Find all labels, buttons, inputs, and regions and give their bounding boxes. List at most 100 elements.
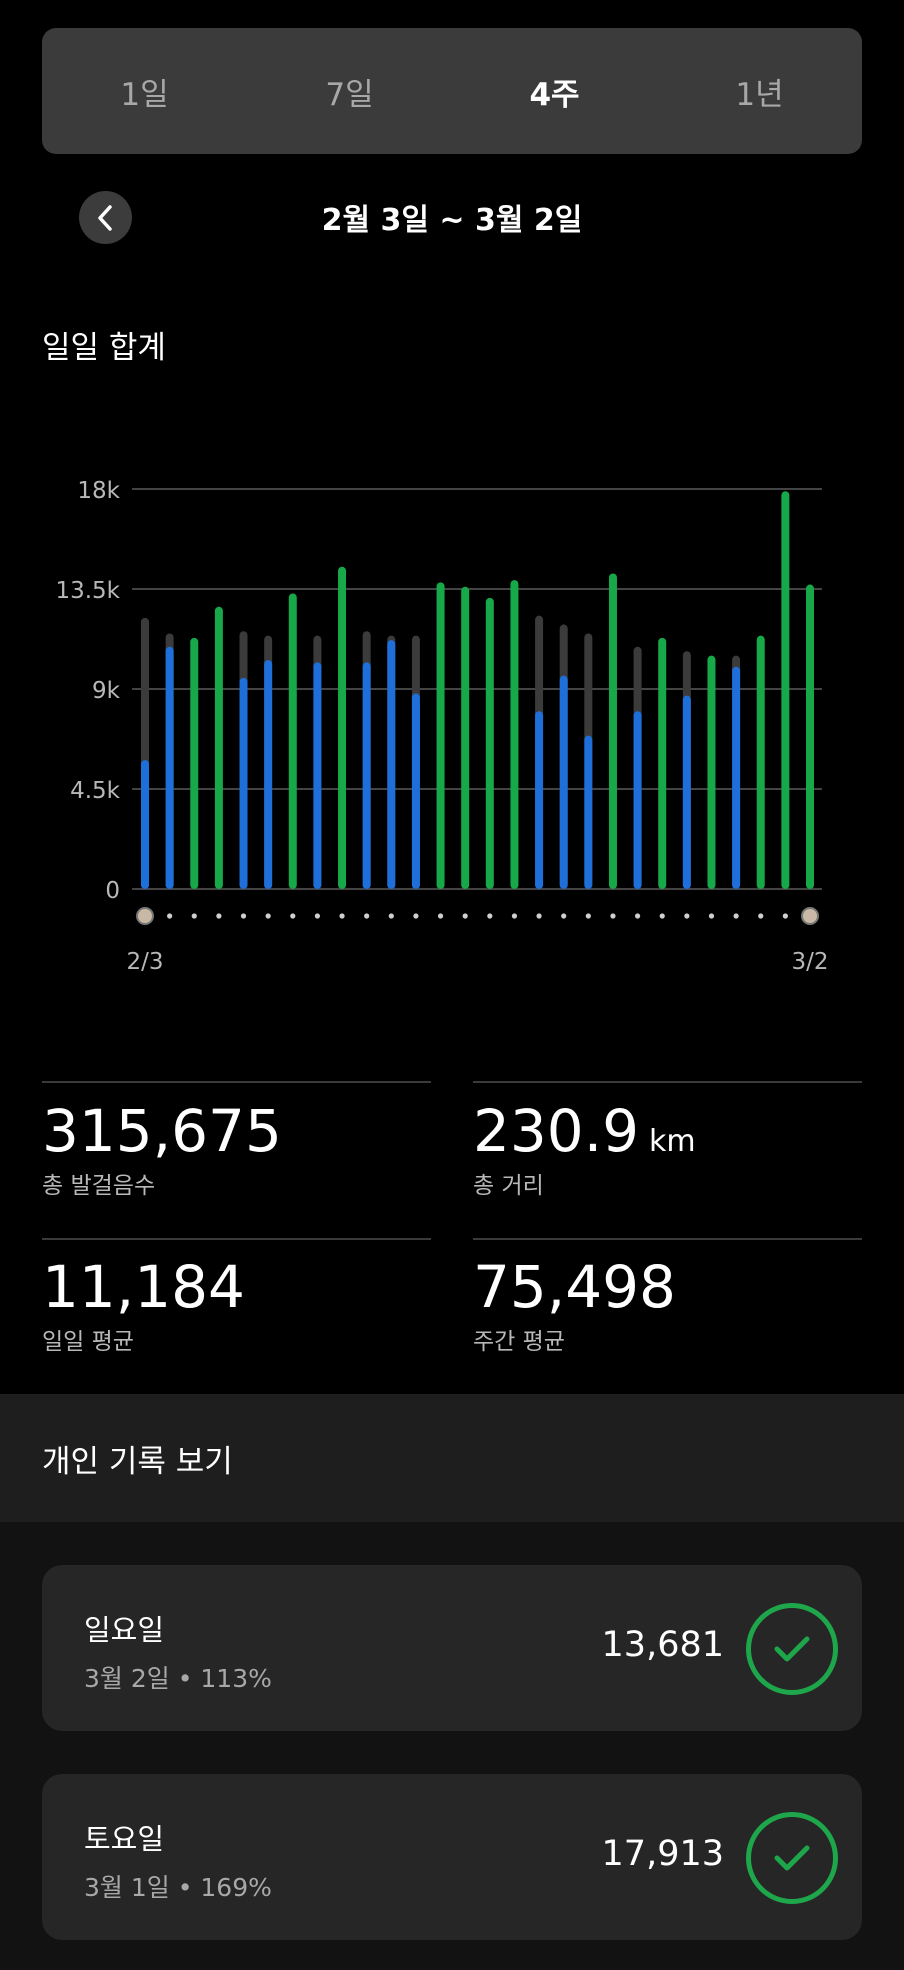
total-distance-label: 총 거리 bbox=[473, 1173, 544, 1199]
divider bbox=[42, 1081, 431, 1083]
x-dot bbox=[659, 913, 665, 919]
x-endpoint-marker bbox=[801, 907, 819, 925]
record-date-percent: 3월 2일 • 113% bbox=[84, 1664, 272, 1693]
divider bbox=[473, 1238, 862, 1240]
y-tick-label: 18k bbox=[77, 478, 120, 504]
checkmark-icon bbox=[774, 1845, 810, 1871]
x-dot bbox=[364, 913, 370, 919]
steps-bar bbox=[461, 586, 470, 889]
steps-bar bbox=[387, 640, 396, 889]
steps-bar bbox=[313, 662, 322, 889]
section-title: 일일 합계 bbox=[42, 330, 166, 366]
x-dot bbox=[191, 913, 197, 919]
steps-bar bbox=[633, 711, 642, 889]
divider bbox=[473, 1081, 862, 1083]
x-dot bbox=[290, 913, 296, 919]
steps-bar bbox=[264, 660, 273, 889]
x-dot bbox=[585, 913, 591, 919]
x-dot bbox=[167, 913, 173, 919]
chevron-left-icon bbox=[97, 204, 112, 231]
steps-bar bbox=[214, 606, 223, 889]
x-dot bbox=[462, 913, 468, 919]
steps-chart: 18k 13.5k 9k 4.5k 0 2/3 3/2 bbox=[55, 478, 828, 975]
back-button[interactable] bbox=[79, 191, 132, 244]
x-dot bbox=[708, 913, 715, 919]
steps-bar bbox=[584, 735, 593, 889]
checkmark-icon bbox=[774, 1636, 810, 1662]
steps-bar bbox=[559, 675, 568, 889]
y-tick-label: 4.5k bbox=[70, 778, 121, 804]
x-dot bbox=[339, 913, 345, 919]
weekly-average-label: 주간 평균 bbox=[473, 1329, 565, 1355]
records-header[interactable]: 개인 기록 보기 bbox=[0, 1394, 904, 1522]
x-dot bbox=[536, 913, 542, 919]
distance-unit: km bbox=[649, 1124, 696, 1159]
daily-average-label: 일일 평균 bbox=[42, 1329, 134, 1355]
steps-bar bbox=[608, 573, 617, 889]
x-dot bbox=[388, 913, 394, 919]
record-steps: 17,913 bbox=[601, 1834, 724, 1874]
record-card[interactable]: 토요일 3월 1일 • 169% 17,913 bbox=[42, 1774, 862, 1940]
records-title: 개인 기록 보기 bbox=[42, 1444, 233, 1480]
steps-bar bbox=[781, 491, 790, 889]
record-day: 토요일 bbox=[84, 1822, 165, 1856]
steps-bar bbox=[707, 655, 716, 889]
steps-bar bbox=[141, 760, 149, 889]
y-tick-label: 0 bbox=[105, 878, 120, 904]
x-dot bbox=[634, 913, 641, 919]
x-dot bbox=[511, 913, 518, 919]
x-dot bbox=[413, 913, 419, 919]
steps-bar bbox=[362, 662, 371, 889]
x-end-label: 3/2 bbox=[791, 949, 828, 975]
steps-bar bbox=[732, 666, 741, 889]
steps-bar bbox=[485, 597, 494, 889]
steps-bar bbox=[756, 635, 765, 889]
record-day: 일요일 bbox=[84, 1613, 165, 1647]
steps-bar bbox=[682, 695, 691, 889]
steps-bar bbox=[658, 637, 667, 889]
x-dot bbox=[437, 913, 444, 919]
divider bbox=[42, 1238, 431, 1240]
x-endpoint-marker bbox=[136, 907, 154, 925]
steps-bar bbox=[239, 677, 248, 889]
steps-bar bbox=[806, 584, 814, 889]
x-dot bbox=[758, 913, 764, 919]
x-dot bbox=[684, 913, 690, 919]
tab-1-day[interactable]: 1일 bbox=[120, 76, 169, 113]
steps-bar bbox=[190, 637, 199, 889]
steps-bar bbox=[165, 646, 174, 889]
records-panel: 개인 기록 보기 일요일 3월 2일 • 113% 13,681 토요일 3월 … bbox=[0, 1394, 904, 1970]
x-start-label: 2/3 bbox=[126, 949, 163, 975]
tab-4-weeks[interactable]: 4주 bbox=[529, 76, 580, 113]
steps-bar bbox=[338, 566, 347, 889]
period-tabs: 1일 7일 4주 1년 bbox=[42, 28, 862, 154]
x-dot bbox=[314, 913, 321, 919]
total-steps-value: 315,675 bbox=[42, 1097, 282, 1165]
steps-bar bbox=[288, 593, 297, 889]
steps-bar bbox=[411, 693, 420, 889]
x-dot bbox=[265, 913, 271, 919]
date-range: 2월 3일 ~ 3월 2일 bbox=[321, 203, 583, 238]
record-date-percent: 3월 1일 • 169% bbox=[84, 1873, 272, 1902]
record-steps: 13,681 bbox=[601, 1625, 724, 1665]
goal-check bbox=[746, 1812, 838, 1904]
steps-bar bbox=[436, 582, 445, 889]
goal-check bbox=[746, 1603, 838, 1695]
x-dot bbox=[561, 913, 567, 919]
x-dot bbox=[610, 913, 616, 919]
daily-average-value: 11,184 bbox=[42, 1253, 245, 1321]
total-steps-label: 총 발걸음수 bbox=[42, 1173, 156, 1199]
total-distance-value: 230.9 km bbox=[473, 1097, 696, 1165]
steps-bar bbox=[510, 580, 519, 889]
x-dot bbox=[240, 913, 247, 919]
x-dot bbox=[487, 913, 493, 919]
x-dot bbox=[733, 913, 739, 919]
tab-1-year[interactable]: 1년 bbox=[735, 76, 784, 113]
y-tick-label: 9k bbox=[92, 678, 121, 704]
steps-bar bbox=[535, 711, 544, 889]
tab-7-days[interactable]: 7일 bbox=[325, 76, 374, 113]
y-tick-label: 13.5k bbox=[55, 578, 120, 604]
x-dot bbox=[782, 913, 788, 919]
weekly-average-value: 75,498 bbox=[473, 1253, 676, 1321]
record-card[interactable]: 일요일 3월 2일 • 113% 13,681 bbox=[42, 1565, 862, 1731]
